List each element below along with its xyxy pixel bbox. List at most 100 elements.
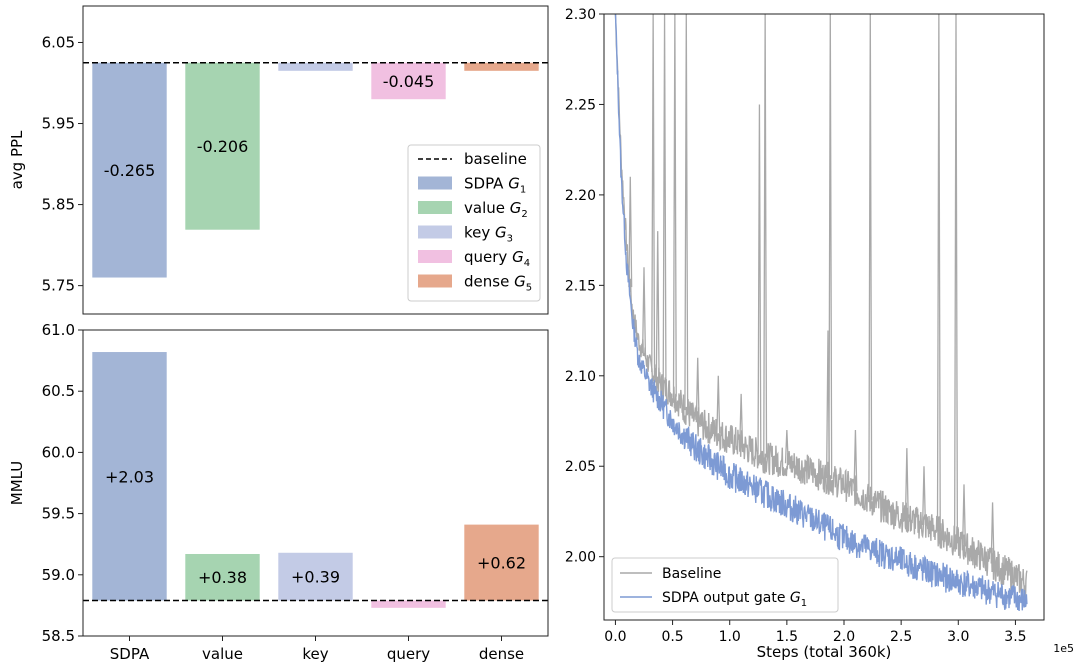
loss-legend-label-1: SDPA output gate G1	[662, 590, 807, 609]
loss-xtick-label: 3.0	[947, 629, 969, 645]
loss-baseline-spike	[716, 375, 721, 434]
loss-baseline-spike	[757, 104, 762, 455]
ppl-y-ticks: 5.75 5.85 5.95 6.05	[42, 33, 83, 295]
mmlu-bar-value	[185, 553, 260, 601]
loss-xtick-label: 0.5	[661, 629, 683, 645]
loss-baseline-spike	[828, 14, 833, 479]
loss-xtick-label: 0.0	[604, 629, 626, 645]
mmlu-bar-key	[278, 552, 353, 601]
mmlu-axes-frame	[82, 329, 549, 637]
ppl-legend-label-dense: dense G5	[464, 273, 532, 294]
loss-legend-label-0: Baseline	[662, 566, 721, 582]
ppl-y-label: avg PPL	[8, 130, 26, 189]
loss-baseline-spike	[953, 14, 959, 542]
mmlu-bar-labels: +2.03 +0.38 +0.39 +0.62	[105, 467, 526, 587]
loss-baseline-spike	[904, 448, 909, 519]
ppl-ytick-label: 5.85	[42, 196, 75, 214]
loss-ytick-label: 2.05	[565, 459, 596, 475]
mmlu-ytick-label: 59.5	[42, 505, 75, 523]
mmlu-xtick-label: query	[387, 645, 430, 663]
loss-baseline-spike	[853, 430, 858, 492]
mmlu-y-ticks: 58.5 59.0 59.5 60.0 60.5 61.0	[42, 321, 83, 645]
loss-y-ticks: 2.00 2.05 2.10 2.15 2.20 2.25 2.30	[565, 7, 604, 566]
loss-baseline-spike	[763, 14, 768, 458]
ppl-legend-label-sdpa: SDPA G1	[464, 175, 526, 196]
loss-x-label: Steps (total 360k)	[757, 643, 892, 661]
loss-ytick-label: 2.10	[565, 369, 596, 385]
loss-xtick-label: 1.0	[719, 629, 741, 645]
loss-x-offset-label: 1e5	[1053, 642, 1074, 655]
ppl-legend-swatch-key	[418, 225, 452, 239]
loss-series-baseline	[614, 14, 1028, 599]
loss-baseline-spike	[651, 14, 656, 373]
mmlu-bar-label-key: +0.39	[291, 568, 340, 587]
ppl-bar-labels: -0.265 -0.206 -0.045	[104, 72, 435, 180]
loss-baseline-spike	[936, 14, 941, 532]
mmlu-ytick-label: 60.5	[42, 382, 75, 400]
loss-baseline-spike	[641, 267, 647, 354]
ppl-legend-swatch-query	[418, 250, 452, 263]
mmlu-y-label: MMLU	[8, 461, 26, 505]
mmlu-x-ticks: SDPA value key query dense	[110, 636, 524, 663]
loss-baseline-spike	[825, 330, 831, 479]
loss-panel: 2.00 2.05 2.10 2.15 2.20 2.25 2.30 0.0 0.5 1.0 1.…	[565, 7, 1074, 661]
loss-baseline-spike	[628, 176, 633, 288]
loss-xtick-label: 1.5	[776, 629, 798, 645]
loss-baseline-spike	[784, 430, 789, 464]
ppl-ytick-label: 6.05	[42, 33, 75, 51]
ppl-legend: baseline SDPA G1 value G2 key G3 query G4 den…	[407, 144, 541, 302]
loss-series-sdpa-gate	[614, 14, 1028, 612]
mmlu-bar-label-sdpa: +2.03	[105, 467, 154, 486]
ppl-ytick-label: 5.75	[42, 277, 75, 295]
mmlu-xtick-label: key	[302, 645, 328, 663]
ppl-legend-swatch-value	[418, 201, 452, 214]
loss-ytick-label: 2.15	[565, 278, 596, 294]
loss-xtick-label: 2.0	[833, 629, 855, 645]
ppl-bar-query	[371, 62, 446, 100]
mmlu-ytick-label: 58.5	[42, 627, 75, 645]
mmlu-bar-query	[371, 600, 446, 608]
ppl-panel: -0.265 -0.206 -0.045 5.75 5.85 5.95 6.05 avg …	[8, 5, 549, 315]
mmlu-xtick-label: dense	[479, 645, 524, 663]
loss-baseline-spike	[662, 14, 667, 388]
ppl-ytick-label: 5.95	[42, 115, 75, 133]
loss-axes-frame	[603, 13, 1045, 621]
mmlu-panel: +2.03 +0.38 +0.39 +0.62 58.5 59.0 59.5 60.0 60.…	[8, 321, 549, 663]
mmlu-bar-label-dense: +0.62	[477, 554, 526, 573]
ppl-legend-label-value: value G2	[464, 199, 528, 220]
ppl-bar-key	[278, 62, 353, 71]
ppl-legend-label-key: key G3	[464, 224, 513, 245]
loss-baseline-spike	[868, 14, 873, 500]
loss-baseline-spike	[684, 14, 689, 411]
loss-baseline-spike	[739, 393, 744, 446]
loss-ytick-label: 2.00	[565, 550, 596, 566]
mmlu-bars	[92, 352, 539, 608]
ppl-legend-swatch-sdpa	[418, 176, 452, 190]
loss-baseline-spike	[921, 466, 927, 526]
mmlu-xtick-label: SDPA	[110, 645, 150, 663]
mmlu-bar-label-value: +0.38	[198, 568, 247, 587]
mmlu-bar-dense	[464, 524, 539, 601]
loss-baseline-spike	[672, 14, 677, 397]
mmlu-ytick-label: 61.0	[42, 321, 75, 339]
ppl-bar-label-value: -0.206	[197, 137, 249, 156]
ppl-bar-sdpa	[92, 62, 167, 278]
loss-baseline-spikes	[628, 14, 995, 564]
loss-baseline-spike	[961, 484, 967, 547]
ppl-bar-label-sdpa: -0.265	[104, 161, 156, 180]
ppl-bar-dense	[464, 62, 539, 71]
loss-ytick-label: 2.30	[565, 7, 596, 23]
ppl-bar-label-query: -0.045	[383, 72, 435, 91]
ppl-axes-frame	[82, 5, 549, 315]
loss-baseline-spike	[990, 502, 995, 564]
loss-xtick-label: 2.5	[890, 629, 912, 645]
ppl-bars	[92, 62, 539, 278]
loss-x-ticks: 0.0 0.5 1.0 1.5 2.0 2.5 3.0 3.5	[604, 620, 1027, 645]
ppl-legend-swatch-dense	[418, 274, 452, 288]
loss-ytick-label: 2.25	[565, 97, 596, 113]
mmlu-xtick-label: value	[202, 645, 243, 663]
ppl-legend-label-query: query G4	[464, 248, 530, 269]
mmlu-ytick-label: 59.0	[42, 566, 75, 584]
loss-xtick-label: 3.5	[1004, 629, 1026, 645]
